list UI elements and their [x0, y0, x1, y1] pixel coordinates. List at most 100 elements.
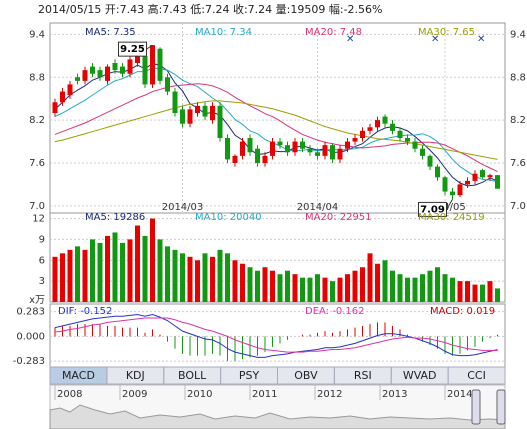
y-tick-label: 9 [39, 234, 45, 245]
candle-body [82, 70, 88, 81]
candle-body [195, 105, 200, 113]
y-tick-label: 7.6 [29, 158, 45, 169]
legend-entry: MA30: 7.65 [418, 27, 475, 38]
candle-body [390, 123, 395, 131]
candle-body [157, 48, 163, 81]
candle-body [382, 116, 388, 124]
candle-body [405, 138, 410, 142]
y-tick-label: 8.8 [29, 72, 45, 83]
candle-body [465, 180, 470, 185]
candle-body [300, 141, 305, 149]
tab-label[interactable]: PSY [239, 369, 260, 382]
tab-label[interactable]: WVAD [403, 369, 437, 382]
volume-bar [337, 277, 343, 302]
volume-bar [375, 263, 380, 302]
candle-body [292, 141, 298, 153]
volume-bar [352, 270, 358, 302]
y-tick-label: 8.2 [510, 115, 526, 126]
y-tick-label: 6 [39, 255, 45, 266]
volume-bar [450, 277, 455, 302]
ma-line [54, 67, 498, 183]
navigator-year: 2011 [252, 389, 277, 400]
volume-bar [105, 235, 110, 302]
candle-body [270, 141, 275, 156]
annotation-box [118, 41, 147, 57]
volume-bar [150, 218, 155, 302]
candle-body [120, 66, 125, 74]
candle-body [487, 175, 493, 178]
y-tick-label: -0.283 [13, 356, 45, 367]
volume-bar [457, 281, 463, 302]
candle-body [202, 105, 208, 117]
volume-bar [97, 242, 103, 302]
volume-bar [90, 239, 95, 302]
candle-body [315, 152, 320, 156]
volume-bar [247, 267, 253, 302]
candle-body [442, 177, 448, 192]
marker: ✕ [346, 34, 354, 45]
volume-bar [465, 281, 470, 302]
legend-entry: MA5: 7.35 [85, 27, 136, 38]
marker: ✕ [477, 34, 485, 45]
volume-bar [345, 274, 350, 302]
candle-body [495, 175, 500, 189]
candle-body [255, 148, 260, 163]
navigator-year: 2012 [317, 389, 342, 400]
volume-bar [472, 284, 478, 302]
navigator-handle[interactable] [496, 389, 506, 425]
volume-bar [270, 270, 275, 302]
navigator-year: 2013 [382, 389, 407, 400]
volume-bar [420, 274, 425, 302]
volume-bar [307, 277, 313, 302]
tab-label[interactable]: MACD [62, 369, 95, 382]
candle-body [262, 155, 268, 163]
volume-bar [322, 277, 328, 302]
tab-label[interactable]: CCI [467, 369, 486, 382]
legend-entry: MA10: 20040 [195, 212, 262, 223]
macd-panel [49, 303, 506, 368]
y-tick-label: 12 [32, 214, 45, 225]
header-title: 2014/05/15 开:7.43 高:7.43 低:7.24 收:7.24 量… [38, 2, 383, 16]
macd-line [54, 313, 498, 358]
legend-entry: MA10: 7.34 [195, 27, 252, 38]
navigator-handle[interactable] [471, 389, 481, 425]
volume-bar [367, 253, 373, 302]
y-tick-label: 3 [39, 276, 45, 287]
navigator-year: 2010 [187, 389, 212, 400]
x-tick-label: 2014/04 [297, 202, 339, 213]
legend-entry: MA5: 19286 [85, 212, 145, 223]
volume-bar [52, 256, 58, 302]
volume-bar [67, 249, 73, 302]
volume-bar [165, 246, 170, 302]
candle-body [277, 141, 283, 146]
volume-bar [157, 239, 163, 302]
legend-entry: MA30: 24519 [418, 212, 485, 223]
candle-body [472, 173, 478, 181]
candle-body [187, 109, 193, 124]
candle-body [247, 138, 253, 153]
ma-line [54, 100, 498, 160]
candle-body [330, 145, 335, 160]
y-tick-label: 8.8 [510, 72, 526, 83]
marker: ✕ [431, 34, 439, 45]
volume-bar [195, 260, 200, 302]
tab-label[interactable]: BOLL [178, 369, 207, 382]
candle-body [412, 141, 418, 149]
tab-label[interactable]: RSI [354, 369, 372, 382]
volume-bar [75, 246, 80, 302]
candle-body [90, 66, 95, 74]
tab[interactable] [447, 366, 506, 385]
volume-bar [300, 277, 305, 302]
volume-bar [172, 249, 178, 302]
y-tick-label: 7.6 [510, 158, 526, 169]
candle-body [375, 120, 380, 128]
candle-body [105, 66, 110, 81]
y-tick-label: 7.0 [29, 201, 45, 212]
volume-bar [360, 267, 365, 302]
tab-label[interactable]: OBV [294, 369, 318, 382]
candle-body [97, 70, 103, 78]
annotation-leader [146, 44, 153, 50]
volume-bar [202, 253, 208, 302]
tab-label[interactable]: KDJ [126, 369, 145, 382]
volume-bar [210, 256, 215, 302]
